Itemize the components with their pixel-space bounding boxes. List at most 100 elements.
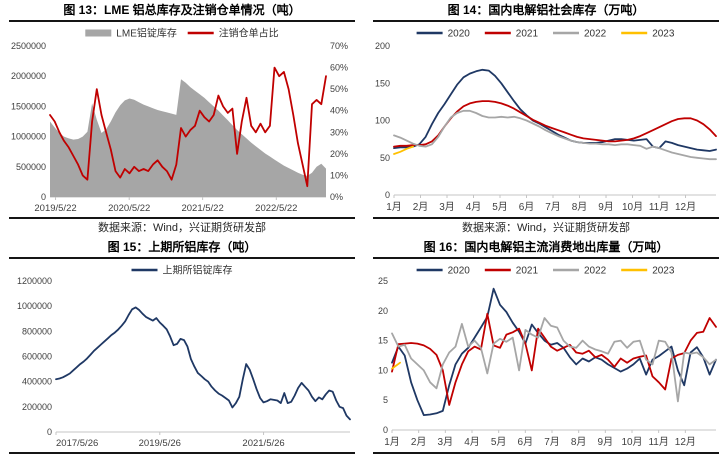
legend-label: 2023 [652, 29, 675, 40]
series-area-LME铝锭库存 [50, 79, 326, 197]
y-axis-tick: 200000 [22, 402, 52, 412]
legend-label: 2022 [584, 29, 607, 40]
x-axis-tick: 5月 [492, 201, 508, 213]
x-axis-tick: 9月 [598, 436, 614, 448]
y-axis-tick: 50 [380, 153, 390, 163]
y-axis-tick: 200 [375, 41, 390, 51]
legend-label: 2020 [448, 266, 471, 277]
x-axis-tick: 12月 [675, 201, 696, 213]
x-axis-tick: 7月 [545, 201, 561, 213]
y2-axis-tick: 50% [330, 84, 348, 94]
series-line-2023 [391, 361, 401, 370]
x-axis-tick: 10月 [621, 436, 642, 448]
chart16-title: 图 16：国内电解铝主流消费地出库量（万吨） [423, 240, 669, 254]
y-axis-tick: 1000000 [17, 301, 52, 311]
y-axis-tick: 0 [383, 425, 388, 435]
x-axis-tick: 3月 [438, 436, 454, 448]
legend-label: 2021 [516, 266, 539, 277]
y-axis-tick: 20 [378, 306, 388, 316]
y-axis-tick: 400000 [22, 377, 52, 387]
x-axis-tick: 8月 [571, 436, 587, 448]
left-column: 图 13：LME 铝总库存及注销仓单情况（吨） LME铝锭库存 注销仓单占比 0 50… [0, 0, 364, 454]
x-axis-tick: 2020/5/22 [108, 203, 150, 214]
x-axis-tick: 9月 [598, 201, 614, 213]
divider [373, 257, 719, 259]
y-axis-tick: 0 [47, 427, 52, 437]
series-line-2020 [391, 287, 717, 417]
series-line-注销仓单占比 [49, 66, 327, 188]
x-axis-tick: 12月 [675, 436, 696, 448]
legend-label: 2021 [516, 29, 539, 40]
chart13-source: 数据来源：Wind，兴证期货研发部 [97, 222, 267, 234]
divider [9, 20, 355, 22]
x-axis-tick: 2017/5/26 [56, 438, 98, 449]
y-axis-tick: 15 [378, 336, 388, 346]
x-axis-tick: 3月 [439, 201, 455, 213]
legend-label: 上期所铝锭库存 [163, 264, 233, 277]
y-axis-tick: 100 [375, 116, 390, 126]
chart15-title: 图 15：上期所铝库存（吨） [107, 240, 257, 254]
y-axis-tick: 2000000 [11, 71, 46, 81]
y-axis-tick: 150 [375, 78, 390, 88]
legend-label: LME铝锭库存 [116, 27, 177, 40]
x-axis-tick: 1月 [384, 436, 400, 448]
y-axis-tick: 800000 [22, 326, 52, 336]
x-axis-tick: 8月 [572, 201, 588, 213]
series-line-2022 [393, 109, 717, 161]
x-axis-tick: 2019/5/26 [139, 438, 181, 449]
y-axis-tick: 2500000 [11, 41, 46, 51]
y-axis-tick: 600000 [22, 352, 52, 362]
y-axis-tick: 5 [383, 395, 388, 405]
x-axis-tick: 7月 [544, 436, 560, 448]
x-axis-tick: 2019/5/22 [34, 203, 76, 214]
x-axis-tick: 2022/5/22 [255, 203, 297, 214]
chart13-title: 图 13：LME 铝总库存及注销仓单情况（吨） [63, 3, 301, 17]
x-axis-tick: 2021/5/26 [242, 438, 284, 449]
y-axis-tick: 500000 [16, 162, 46, 172]
y-axis-tick: 0 [41, 192, 46, 202]
y2-axis-tick: 60% [330, 63, 348, 73]
legend-label: 2022 [584, 266, 607, 277]
chart13-lme-inventory-figure: LME铝锭库存 注销仓单占比 0 500000 1000000 1500000 200000… [11, 27, 348, 215]
y-axis-tick: 1000000 [11, 132, 46, 142]
y-axis-tick: 1500000 [11, 101, 46, 111]
chart16-outbound-volume-figure: 2020 2021 2022 2023 0 5 10 15 20 25 1月 2月 3月 4月 5月 6月 7月… [378, 266, 717, 448]
x-axis-tick: 11月 [648, 436, 668, 448]
y2-axis-tick: 70% [330, 41, 348, 51]
divider [9, 452, 355, 454]
legend-label: 注销仓单占比 [219, 27, 279, 40]
chart14-social-inventory-figure: 2020 2021 2022 2023 0 50 100 150 200 1月 2月 3月 4月 5月 6月… [375, 29, 717, 213]
divider [373, 217, 719, 219]
y2-axis-tick: 30% [330, 127, 348, 137]
x-axis-tick: 1月 [386, 201, 402, 213]
chart14-source: 数据来源：Wind，兴证期货研发部 [461, 222, 631, 234]
x-axis-tick: 2021/5/22 [181, 203, 223, 214]
legend-label: 2023 [652, 266, 675, 277]
y2-axis-tick: 0% [330, 192, 343, 202]
series-line-2023 [393, 145, 414, 155]
divider [373, 20, 719, 22]
divider [373, 452, 719, 454]
legend-label: 2020 [448, 29, 471, 40]
series-line-上期所铝锭库存 [55, 306, 351, 421]
y2-axis-tick: 40% [330, 106, 348, 116]
x-axis-tick: 5月 [491, 436, 507, 448]
series-line-2021 [391, 312, 717, 406]
y-axis-tick: 0 [385, 190, 390, 200]
legend-bar-swatch [85, 29, 112, 37]
x-axis-tick: 4月 [466, 201, 482, 213]
divider [9, 217, 355, 219]
x-axis-tick: 10月 [622, 201, 643, 213]
chart15-shfe-inventory-figure: 上期所铝锭库存 0 200000 400000 600000 800000 1000000 1… [17, 264, 351, 449]
chart14-title: 图 14：国内电解铝社会库存（万吨） [447, 3, 645, 17]
x-axis-tick: 6月 [518, 436, 534, 448]
right-column: 图 14：国内电解铝社会库存（万吨） 2020 2021 2022 2023 0 50 10… [364, 0, 728, 454]
y2-axis-tick: 20% [330, 149, 348, 159]
y-axis-tick: 25 [378, 276, 388, 286]
x-axis-tick: 4月 [464, 436, 480, 448]
series-line-2022 [391, 317, 717, 403]
series-line-2020 [393, 68, 717, 152]
x-axis-tick: 11月 [649, 201, 669, 213]
